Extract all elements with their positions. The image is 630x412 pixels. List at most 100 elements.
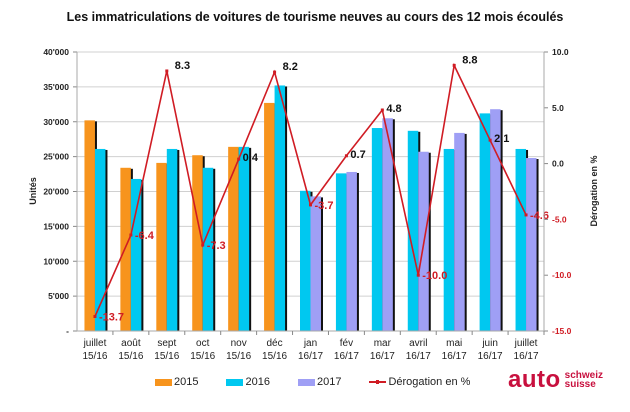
y-axis-label: Unités	[28, 177, 38, 205]
x-tick-label: août	[121, 338, 141, 349]
legend-label: 2015	[174, 376, 199, 388]
bar-2016	[407, 130, 419, 331]
bar-2016	[443, 148, 455, 331]
logo-main: auto	[508, 366, 561, 393]
line-point	[237, 157, 241, 161]
data-label: -7.3	[207, 240, 226, 252]
bar-2017	[490, 109, 501, 331]
x-tick-label: 16/17	[370, 351, 395, 362]
x-tick-label: 15/16	[154, 351, 179, 362]
x-tick-label: 15/16	[82, 351, 107, 362]
line-point	[344, 154, 348, 158]
bar-2015	[264, 102, 275, 331]
chart: -13.7 -6.4 8.3 -7.3 0.4 8.2 -3.7 0.7 4.8 -10.0 8.8…	[28, 47, 599, 362]
bar-2015	[228, 146, 239, 331]
x-tick-label: 15/16	[262, 351, 287, 362]
line-series: -13.7 -6.4 8.3 -7.3 0.4 8.2 -3.7 0.7 4.8 -10.0 8.8…	[93, 54, 549, 323]
bar-2016	[130, 178, 142, 331]
data-label: 4.8	[386, 103, 401, 115]
x-tick-label: mar	[374, 338, 392, 349]
legend-label: 2016	[245, 376, 270, 388]
line-point	[165, 69, 169, 73]
x-tick-label: 15/16	[190, 351, 215, 362]
data-label: 0.7	[350, 149, 365, 161]
x-tick-label: déc	[267, 338, 283, 349]
line-point	[129, 233, 133, 237]
bar-2015	[192, 155, 203, 331]
bar-2016	[300, 190, 311, 331]
x-tick-label: juillet	[514, 338, 538, 349]
legend-swatch-2017	[297, 378, 315, 386]
bar-2016	[94, 148, 106, 331]
y2-tick-label: 0.0	[552, 159, 564, 169]
y-tick-label: 25'000	[43, 152, 69, 162]
legend-swatch-line	[369, 380, 387, 384]
x-tick-label: 15/16	[118, 351, 143, 362]
legend-label: 2017	[316, 376, 342, 388]
logo-line2: suisse	[564, 379, 596, 390]
data-label: 0.4	[243, 152, 259, 164]
line-point	[309, 203, 312, 207]
data-label: -6.4	[135, 230, 155, 242]
line-point	[452, 63, 456, 67]
bar-2016	[515, 148, 527, 331]
bar-2017	[382, 118, 393, 331]
y2-tick-label: -5.0	[552, 214, 567, 224]
legend-swatch-2015	[155, 378, 172, 386]
chart-title: Les immatriculations de voitures de tour…	[66, 10, 564, 24]
logo-sub: schweiz suisse	[564, 370, 604, 390]
y-tick-label: 30'000	[43, 117, 69, 127]
bar-2017	[346, 171, 357, 331]
line-point	[273, 70, 277, 74]
bar-2016	[335, 173, 347, 331]
bar-2016	[166, 148, 178, 331]
y-tick-label: 35'000	[43, 82, 69, 92]
data-label: 8.2	[283, 61, 298, 73]
x-tick-label: 16/17	[442, 351, 467, 362]
bar-2016	[479, 113, 491, 331]
x-tick-label: avril	[409, 338, 427, 349]
y-tick-label: 15'000	[43, 221, 69, 231]
bar-2016	[238, 146, 250, 331]
y-tick-label: -	[66, 326, 69, 336]
data-label: 2.1	[494, 133, 509, 145]
y2-tick-label: -15.0	[552, 326, 572, 336]
y-tick-label: 40'000	[43, 47, 69, 57]
legend-item-2015: 2015	[155, 376, 198, 388]
legend-item-2017: 2017	[297, 376, 342, 388]
bars	[84, 85, 539, 331]
x-tick-label: 16/17	[298, 351, 323, 362]
y-tick-label: 20'000	[43, 187, 69, 197]
data-label: -10.0	[422, 270, 447, 282]
data-label: 8.3	[175, 60, 190, 72]
data-label: -3.7	[315, 200, 334, 212]
x-tick-label: jan	[303, 338, 317, 349]
bar-2015	[120, 167, 131, 331]
data-label: -13.7	[99, 311, 124, 323]
bar-2017	[454, 132, 465, 331]
legend: 2015 2016 2017 Dérogation en %	[155, 376, 498, 388]
line-point	[201, 243, 205, 247]
bar-2015	[84, 120, 95, 331]
x-tick-label: fév	[340, 338, 353, 349]
bar-2016	[371, 128, 383, 331]
legend-swatch-2016	[226, 378, 244, 386]
y2-axis-label: Dérogation en %	[589, 155, 599, 226]
auto-schweiz-logo: auto schweiz suisse	[508, 368, 603, 392]
x-tick-label: juillet	[83, 338, 107, 349]
line-point	[380, 108, 384, 112]
bar-2015	[156, 162, 167, 331]
x-tick-label: 16/17	[514, 351, 539, 362]
line-point	[488, 138, 492, 142]
data-label: 8.8	[462, 54, 477, 66]
bar-2016	[202, 167, 214, 331]
x-tick-label: 16/17	[334, 351, 359, 362]
y-tick-label: 5'000	[48, 291, 69, 301]
logo-line1: schweiz	[564, 370, 604, 381]
bar-2016	[274, 85, 286, 331]
y2-tick-label: 5.0	[552, 103, 564, 113]
x-tick-label: juin	[481, 338, 498, 349]
bar-2017	[526, 158, 537, 331]
y-tick-label: 10'000	[43, 256, 69, 266]
x-tick-label: sept	[157, 338, 176, 349]
